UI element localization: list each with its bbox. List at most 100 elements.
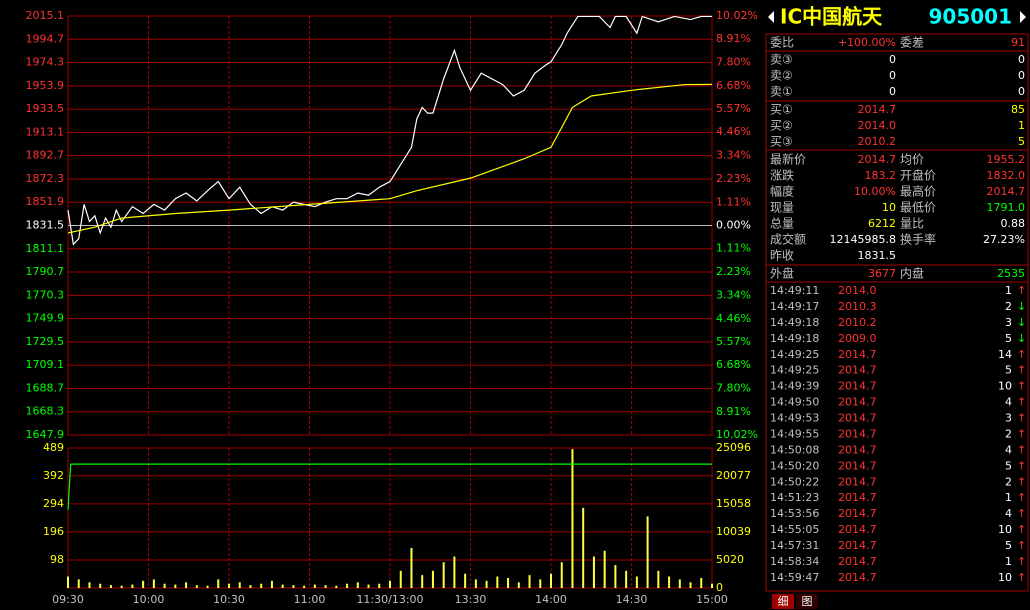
row-value: 2014.7 (987, 185, 1026, 198)
volume-bar (152, 579, 155, 588)
volume-bar (421, 575, 424, 588)
y-tick-label: 1729.5 (26, 335, 65, 348)
tick-time: 14:49:39 (770, 380, 819, 393)
y-tick-label: 1872.3 (26, 172, 65, 185)
tick-price: 2014.7 (838, 491, 877, 504)
volume-bar (249, 585, 252, 588)
row-label: 买③ (770, 135, 793, 149)
tick-arrow: ↑ (1017, 571, 1026, 584)
tab[interactable]: 图 (802, 595, 813, 608)
volume-bar (228, 583, 230, 588)
row-value: 1831.5 (858, 249, 897, 262)
volume-bar (238, 582, 241, 588)
row-value: 2014.0 (858, 119, 897, 132)
volume-bar (711, 583, 713, 588)
y2-tick-label: 2.23% (716, 265, 751, 278)
tick-volume: 5 (1005, 364, 1012, 377)
volume-bar (88, 582, 91, 588)
tick-price: 2014.7 (838, 555, 877, 568)
tick-arrow: ↑ (1017, 539, 1026, 552)
row-value: 1791.0 (987, 201, 1026, 214)
tick-volume: 4 (1005, 396, 1012, 409)
tick-volume: 3 (1005, 316, 1012, 329)
panel-title-code: 905001 (929, 5, 1013, 29)
tick-time: 14:49:25 (770, 348, 819, 361)
tab-bg[interactable] (796, 594, 818, 609)
volume-bar (346, 583, 349, 588)
tab[interactable]: 细 (778, 595, 789, 608)
next-arrow[interactable] (1020, 11, 1026, 23)
row-value: 2014.7 (858, 153, 897, 166)
y2-tick-label: 25096 (716, 441, 751, 454)
tick-price: 2014.7 (838, 571, 877, 584)
y2-tick-label: 4.46% (716, 125, 751, 138)
row-label: 成交额 (770, 232, 806, 247)
x-tick-label: 10:30 (213, 593, 245, 606)
row-label: 卖③ (770, 53, 793, 67)
volume-bar (335, 585, 338, 588)
row-label: 开盘价 (900, 168, 936, 183)
tick-arrow: ↓ (1017, 332, 1026, 345)
y-tick-label: 1709.1 (26, 358, 65, 371)
y-tick-label: 1668.3 (26, 405, 65, 418)
volume-bar (324, 585, 327, 588)
y2-tick-label: 1.11% (716, 195, 751, 208)
tick-time: 14:49:53 (770, 412, 819, 425)
row-value: 10 (882, 201, 896, 214)
tick-time: 14:51:23 (770, 491, 819, 504)
tick-arrow: ↑ (1017, 475, 1026, 488)
tick-volume: 5 (1005, 539, 1012, 552)
tick-price: 2014.7 (838, 396, 877, 409)
volume-bar (120, 585, 123, 588)
volume-bar (367, 584, 370, 588)
row-value: 3677 (868, 267, 896, 280)
tick-volume: 4 (1005, 507, 1012, 520)
y-tick-label: 196 (43, 525, 64, 538)
volume-bar (614, 565, 617, 588)
y2-tick-label: 6.68% (716, 79, 751, 92)
y2-tick-label: 5.57% (716, 102, 751, 115)
tick-volume: 1 (1005, 491, 1012, 504)
volume-bar (410, 547, 413, 588)
row-value: +100.00% (838, 36, 896, 49)
volume-bar (496, 576, 499, 588)
volume-bar (474, 579, 477, 588)
volume-bar (635, 576, 638, 588)
y2-tick-label: 6.68% (716, 358, 751, 371)
y-tick-label: 1770.3 (26, 288, 65, 301)
row-label: 总量 (770, 217, 794, 231)
x-tick-label: 13:30 (455, 593, 487, 606)
volume-bar (99, 583, 102, 588)
volume-bar (389, 580, 391, 588)
x-tick-label: 10:00 (133, 593, 165, 606)
volume-bar (700, 577, 703, 588)
y2-tick-label: 3.34% (716, 149, 751, 162)
volume-bar (109, 585, 112, 588)
tick-volume: 14 (998, 348, 1012, 361)
volume-bar (206, 585, 209, 588)
y-tick-label: 1647.9 (26, 428, 65, 441)
tick-time: 14:49:55 (770, 427, 819, 440)
tick-arrow: ↓ (1017, 316, 1026, 329)
volume-bar (142, 580, 145, 588)
volume-bar (270, 580, 273, 588)
volume-bar (517, 582, 520, 588)
tick-price: 2014.7 (838, 443, 877, 456)
volume-bar (507, 577, 510, 588)
tick-arrow: ↑ (1017, 523, 1026, 536)
volume-bar (67, 576, 69, 588)
row-label: 最新价 (770, 152, 806, 167)
tab-bg[interactable] (772, 594, 794, 609)
prev-arrow[interactable] (768, 11, 774, 23)
tick-price: 2010.2 (838, 316, 877, 329)
tick-volume: 4 (1005, 443, 1012, 456)
tick-arrow: ↑ (1017, 348, 1026, 361)
y2-tick-label: 7.80% (716, 55, 751, 68)
volume-bar (399, 570, 402, 588)
price-line (67, 15, 712, 246)
row-label: 量比 (900, 217, 924, 231)
volume-bar (560, 562, 563, 588)
row-label: 委差 (900, 36, 924, 50)
tick-volume: 5 (1005, 332, 1012, 345)
